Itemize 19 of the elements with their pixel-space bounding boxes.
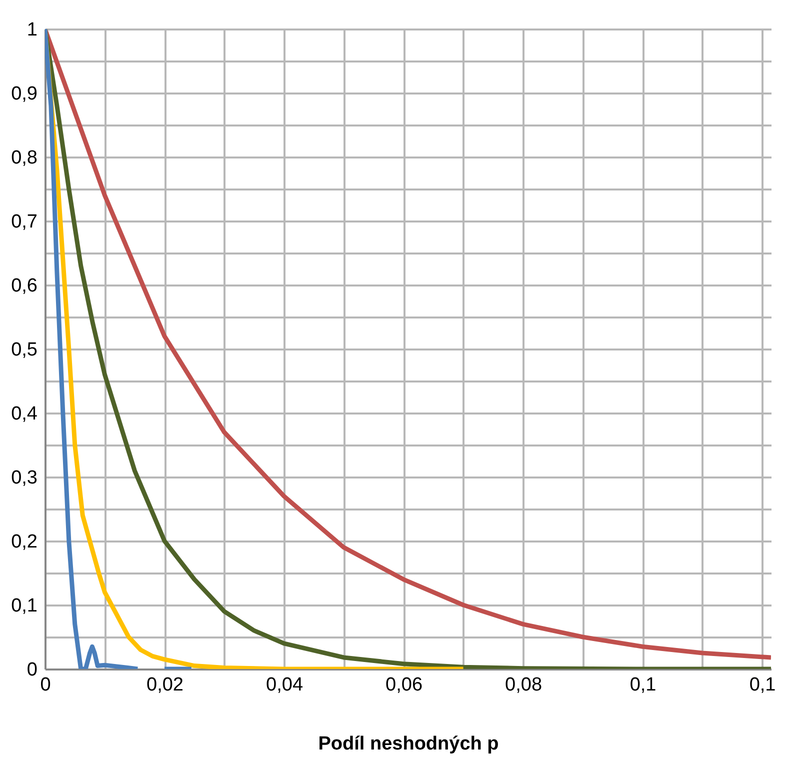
y-tick-label: 0,9 bbox=[11, 84, 38, 104]
y-tick-label: 0,2 bbox=[11, 532, 38, 552]
x-tick-label: 0,08 bbox=[505, 674, 542, 696]
y-tick-label: 1 bbox=[26, 20, 38, 40]
y-tick-label: 0 bbox=[26, 660, 38, 680]
x-tick-label: 0,06 bbox=[386, 674, 423, 696]
y-tick-label: 0,7 bbox=[11, 212, 38, 232]
x-tick-label: 0,1 bbox=[749, 674, 776, 696]
x-tick-label: 0,04 bbox=[266, 674, 304, 696]
x-tick-label: 0,1 bbox=[630, 674, 656, 696]
y-tick-label: 0,1 bbox=[11, 596, 38, 616]
y-tick-label: 0,3 bbox=[11, 468, 38, 488]
y-tick-label: 0,4 bbox=[11, 404, 38, 424]
y-tick-label: 0,5 bbox=[11, 340, 38, 360]
x-axis-title: Podíl neshodných p bbox=[318, 734, 499, 754]
y-tick-label: 0,8 bbox=[11, 148, 38, 168]
y-tick-label: 0,6 bbox=[11, 276, 38, 296]
x-tick-label: 0,02 bbox=[146, 674, 184, 696]
x-tick-label: 0 bbox=[40, 674, 51, 696]
